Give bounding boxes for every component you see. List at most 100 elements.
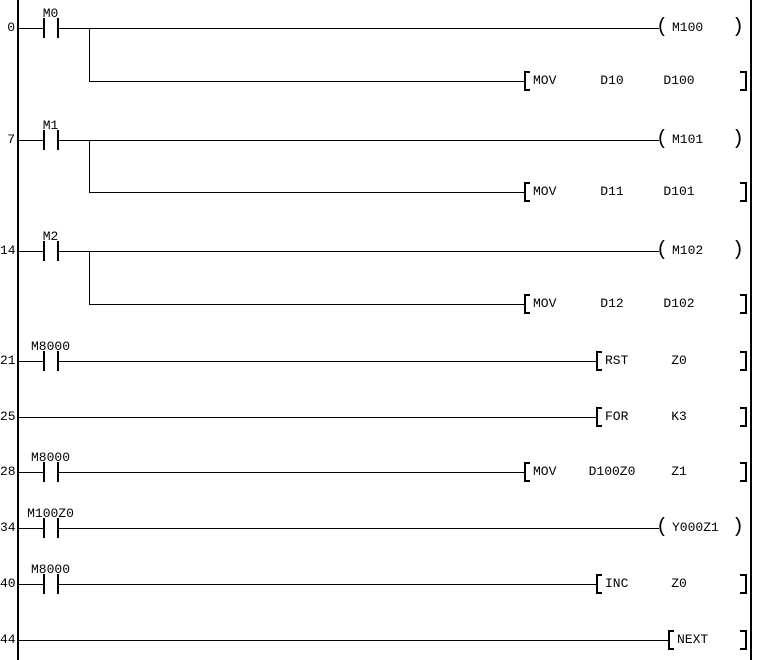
operand-1: D10 bbox=[600, 73, 624, 88]
bracket-right-icon bbox=[740, 630, 747, 650]
wire bbox=[19, 584, 43, 585]
contact-bar-icon bbox=[43, 241, 45, 261]
contact-m8000[interactable] bbox=[41, 349, 63, 373]
rung-number: 14 bbox=[0, 243, 16, 258]
coil-y000z1[interactable]: ( Y000Z1 ) bbox=[656, 515, 752, 541]
coil-m101[interactable]: ( M101 ) bbox=[656, 127, 752, 153]
coil-open-paren-icon: ( bbox=[656, 239, 669, 262]
instruction-inc[interactable]: INC Z0 bbox=[596, 574, 747, 594]
instruction-for[interactable]: FOR K3 bbox=[596, 407, 747, 427]
coil-close-paren-icon: ) bbox=[732, 16, 745, 39]
coil-label: Y000Z1 bbox=[672, 520, 719, 535]
left-power-rail bbox=[17, 0, 19, 660]
contact-m8000[interactable] bbox=[41, 572, 63, 596]
contact-bar-icon bbox=[57, 130, 59, 150]
branch-wire bbox=[89, 28, 90, 82]
instruction-mov[interactable]: MOV D100Z0 Z1 bbox=[524, 462, 747, 482]
instruction-mov[interactable]: MOV D12 D102 bbox=[524, 294, 747, 314]
wire bbox=[19, 140, 43, 141]
contact-bar-icon bbox=[43, 518, 45, 538]
coil-m100[interactable]: ( M100 ) bbox=[656, 15, 752, 41]
contact-m8000[interactable] bbox=[41, 460, 63, 484]
operand-2: D100 bbox=[663, 73, 695, 88]
contact-m100z0[interactable] bbox=[41, 516, 63, 540]
bracket-right-icon bbox=[740, 407, 747, 427]
wire bbox=[59, 251, 659, 252]
contact-bar-icon bbox=[43, 574, 45, 594]
bracket-left-icon bbox=[524, 462, 530, 482]
bracket-right-icon bbox=[740, 71, 747, 91]
contact-bar-icon bbox=[57, 241, 59, 261]
wire bbox=[19, 28, 43, 29]
wire bbox=[19, 417, 596, 418]
coil-label: M101 bbox=[672, 132, 704, 147]
wire bbox=[19, 472, 43, 473]
wire bbox=[19, 361, 43, 362]
wire bbox=[19, 251, 43, 252]
right-power-rail bbox=[750, 0, 752, 660]
coil-close-paren-icon: ) bbox=[732, 128, 745, 151]
wire bbox=[59, 361, 596, 362]
operand-2: D102 bbox=[663, 296, 695, 311]
instruction-name: MOV bbox=[533, 184, 557, 199]
wire bbox=[59, 28, 659, 29]
instruction-name: NEXT bbox=[677, 632, 709, 647]
contact-bar-icon bbox=[57, 18, 59, 38]
contact-bar-icon bbox=[57, 462, 59, 482]
branch-wire bbox=[89, 81, 524, 82]
contact-bar-icon bbox=[43, 351, 45, 371]
operand-1: D100Z0 bbox=[588, 464, 636, 479]
rung-number: 44 bbox=[0, 632, 16, 647]
contact-bar-icon bbox=[43, 18, 45, 38]
operand-2: Z1 bbox=[671, 464, 687, 479]
contact-m0[interactable] bbox=[41, 16, 63, 40]
contact-label: M0 bbox=[42, 6, 59, 21]
instruction-name: INC bbox=[605, 576, 629, 591]
instruction-next[interactable]: NEXT bbox=[668, 630, 747, 650]
bracket-left-icon bbox=[524, 71, 530, 91]
coil-open-paren-icon: ( bbox=[656, 128, 669, 151]
contact-label: M8000 bbox=[30, 450, 70, 465]
operand-1: K3 bbox=[671, 409, 687, 424]
contact-label: M1 bbox=[42, 118, 59, 133]
coil-label: M100 bbox=[672, 20, 704, 35]
rung-number: 28 bbox=[0, 464, 16, 479]
contact-bar-icon bbox=[57, 518, 59, 538]
coil-close-paren-icon: ) bbox=[732, 516, 745, 539]
instruction-rst[interactable]: RST Z0 bbox=[596, 351, 747, 371]
coil-m102[interactable]: ( M102 ) bbox=[656, 238, 752, 264]
coil-open-paren-icon: ( bbox=[656, 516, 669, 539]
bracket-left-icon bbox=[596, 574, 602, 594]
wire bbox=[59, 140, 659, 141]
instruction-name: FOR bbox=[605, 409, 629, 424]
wire bbox=[59, 528, 659, 529]
bracket-left-icon bbox=[668, 630, 674, 650]
wire bbox=[59, 584, 596, 585]
branch-wire bbox=[89, 192, 524, 193]
contact-m2[interactable] bbox=[41, 239, 63, 263]
bracket-right-icon bbox=[740, 462, 747, 482]
wire bbox=[59, 472, 524, 473]
contact-m1[interactable] bbox=[41, 128, 63, 152]
bracket-right-icon bbox=[740, 294, 747, 314]
instruction-name: RST bbox=[605, 353, 629, 368]
instruction-name: MOV bbox=[533, 464, 557, 479]
instruction-mov[interactable]: MOV D10 D100 bbox=[524, 71, 747, 91]
rung-number: 34 bbox=[0, 520, 16, 535]
operand-1: Z0 bbox=[671, 353, 687, 368]
contact-bar-icon bbox=[57, 351, 59, 371]
rung-number: 25 bbox=[0, 409, 16, 424]
instruction-mov[interactable]: MOV D11 D101 bbox=[524, 182, 747, 202]
bracket-left-icon bbox=[596, 407, 602, 427]
bracket-right-icon bbox=[740, 351, 747, 371]
